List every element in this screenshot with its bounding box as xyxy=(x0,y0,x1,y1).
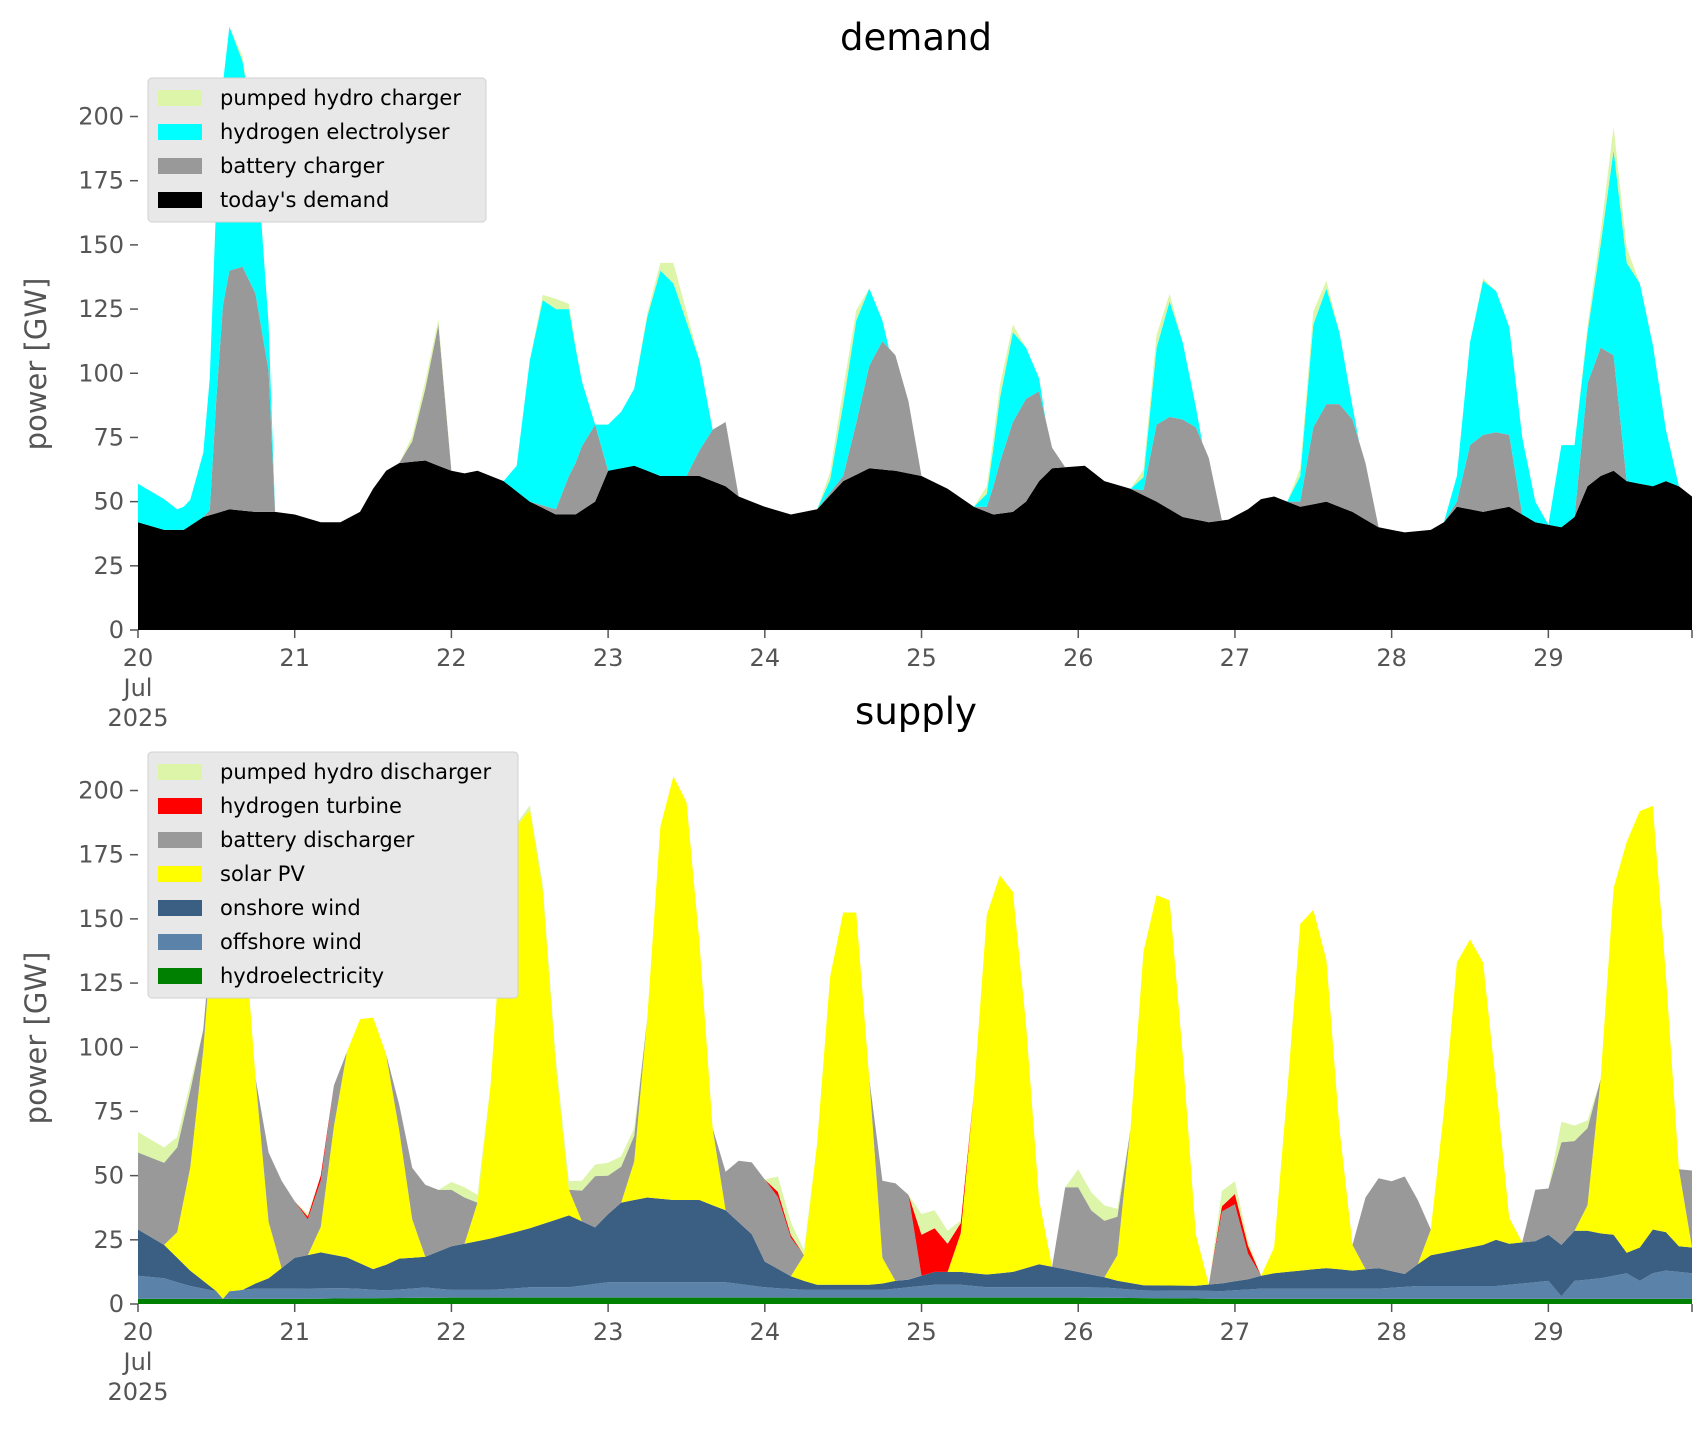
legend-box xyxy=(147,77,487,223)
x-tick-label: 24 xyxy=(750,644,781,672)
legend-item-label: pumped hydro charger xyxy=(220,86,461,110)
area-hydrogen-electrolyser xyxy=(138,26,1692,533)
x-tick-label: 20 xyxy=(123,1318,154,1346)
x-tick-label: 2025 xyxy=(107,704,168,732)
x-tick-label: 22 xyxy=(436,644,467,672)
legend-item-label: pumped hydro discharger xyxy=(220,760,491,784)
legend-swatch-solar-pv xyxy=(158,866,202,882)
legend-swatch-onshore-wind xyxy=(158,900,202,916)
x-tick-label: Jul xyxy=(122,674,153,702)
legend-item-label: onshore wind xyxy=(220,896,361,920)
legend-swatch-battery-charger xyxy=(158,158,202,174)
y-tick-label: 125 xyxy=(78,969,124,997)
legend-swatch-hydroelectricity xyxy=(158,968,202,984)
y-tick-label: 100 xyxy=(78,359,124,387)
x-tick-label: 26 xyxy=(1063,644,1094,672)
y-tick-label: 100 xyxy=(78,1033,124,1061)
x-tick-label: 27 xyxy=(1220,1318,1251,1346)
legend-item-label: solar PV xyxy=(220,862,305,886)
legend-swatch-hydrogen-turbine xyxy=(158,798,202,814)
legend-swatch-offshore-wind xyxy=(158,934,202,950)
y-tick-label: 175 xyxy=(78,167,124,195)
plot-area xyxy=(138,776,1692,1304)
x-tick-label: 28 xyxy=(1376,1318,1407,1346)
x-tick-label: 24 xyxy=(750,1318,781,1346)
y-tick-label: 50 xyxy=(93,488,124,516)
x-tick-label: 29 xyxy=(1533,1318,1564,1346)
legend-item-label: battery discharger xyxy=(220,828,415,852)
x-tick-label: 25 xyxy=(906,1318,937,1346)
supply-chart: supply power [GW] 0 25 50 75 100 125 150 175 200… xyxy=(19,690,1693,1406)
x-tick-label: 29 xyxy=(1533,644,1564,672)
y-tick-label: 25 xyxy=(93,552,124,580)
legend: pumped hydro discharger hydrogen turbine… xyxy=(147,751,519,999)
x-tick-label: 20 xyxy=(123,644,154,672)
legend-box xyxy=(147,751,519,999)
legend-item-label: battery charger xyxy=(220,154,385,178)
y-tick-label: 0 xyxy=(109,1290,124,1318)
legend-swatch-todays-demand xyxy=(158,192,202,208)
legend-swatch-battery-discharger xyxy=(158,832,202,848)
x-tick-label: 23 xyxy=(593,1318,624,1346)
legend-swatch-pumped-hydro-charger xyxy=(158,90,202,106)
legend-item-label: hydroelectricity xyxy=(220,964,384,988)
demand-chart: demand power [GW] 0 25 50 75 100 125 150 175 200… xyxy=(19,16,1693,732)
x-tick-label: 21 xyxy=(279,644,310,672)
area-onshore-wind xyxy=(138,1197,1692,1299)
area-offshore-wind xyxy=(138,1270,1692,1299)
y-axis-label: power [GW] xyxy=(19,278,53,451)
legend-item-label: hydrogen electrolyser xyxy=(220,120,450,144)
x-tick-label: 27 xyxy=(1220,644,1251,672)
y-tick-label: 50 xyxy=(93,1162,124,1190)
area-solar-pv xyxy=(138,776,1692,1299)
legend-item-label: today's demand xyxy=(220,188,389,212)
legend-swatch-hydrogen-electrolyser xyxy=(158,124,202,140)
chart-title: supply xyxy=(855,690,977,733)
y-tick-label: 125 xyxy=(78,295,124,323)
x-tick-label: 25 xyxy=(906,644,937,672)
x-tick-label: 26 xyxy=(1063,1318,1094,1346)
x-tick-label: 23 xyxy=(593,644,624,672)
x-tick-label: 28 xyxy=(1376,644,1407,672)
y-tick-label: 150 xyxy=(78,905,124,933)
area-battery-discharger xyxy=(138,776,1692,1285)
x-tick-label: 2025 xyxy=(107,1378,168,1406)
y-tick-label: 175 xyxy=(78,841,124,869)
y-tick-label: 0 xyxy=(109,616,124,644)
y-tick-label: 75 xyxy=(93,1097,124,1125)
chart-title: demand xyxy=(840,16,992,59)
y-tick-label: 200 xyxy=(78,103,124,131)
area-today-s-demand xyxy=(138,460,1692,630)
y-tick-label: 25 xyxy=(93,1226,124,1254)
legend-swatch-pumped-hydro-discharger xyxy=(158,764,202,780)
y-axis-label: power [GW] xyxy=(19,952,53,1125)
y-tick-label: 200 xyxy=(78,777,124,805)
x-tick-label: Jul xyxy=(122,1348,153,1376)
x-tick-label: 22 xyxy=(436,1318,467,1346)
plot-area xyxy=(138,26,1692,630)
x-tick-label: 21 xyxy=(279,1318,310,1346)
legend: pumped hydro charger hydrogen electrolys… xyxy=(147,77,487,223)
legend-item-label: offshore wind xyxy=(220,930,362,954)
legend-item-label: hydrogen turbine xyxy=(220,794,402,818)
y-tick-label: 150 xyxy=(78,231,124,259)
area-hydroelectricity xyxy=(138,1297,1692,1304)
y-tick-label: 75 xyxy=(93,423,124,451)
